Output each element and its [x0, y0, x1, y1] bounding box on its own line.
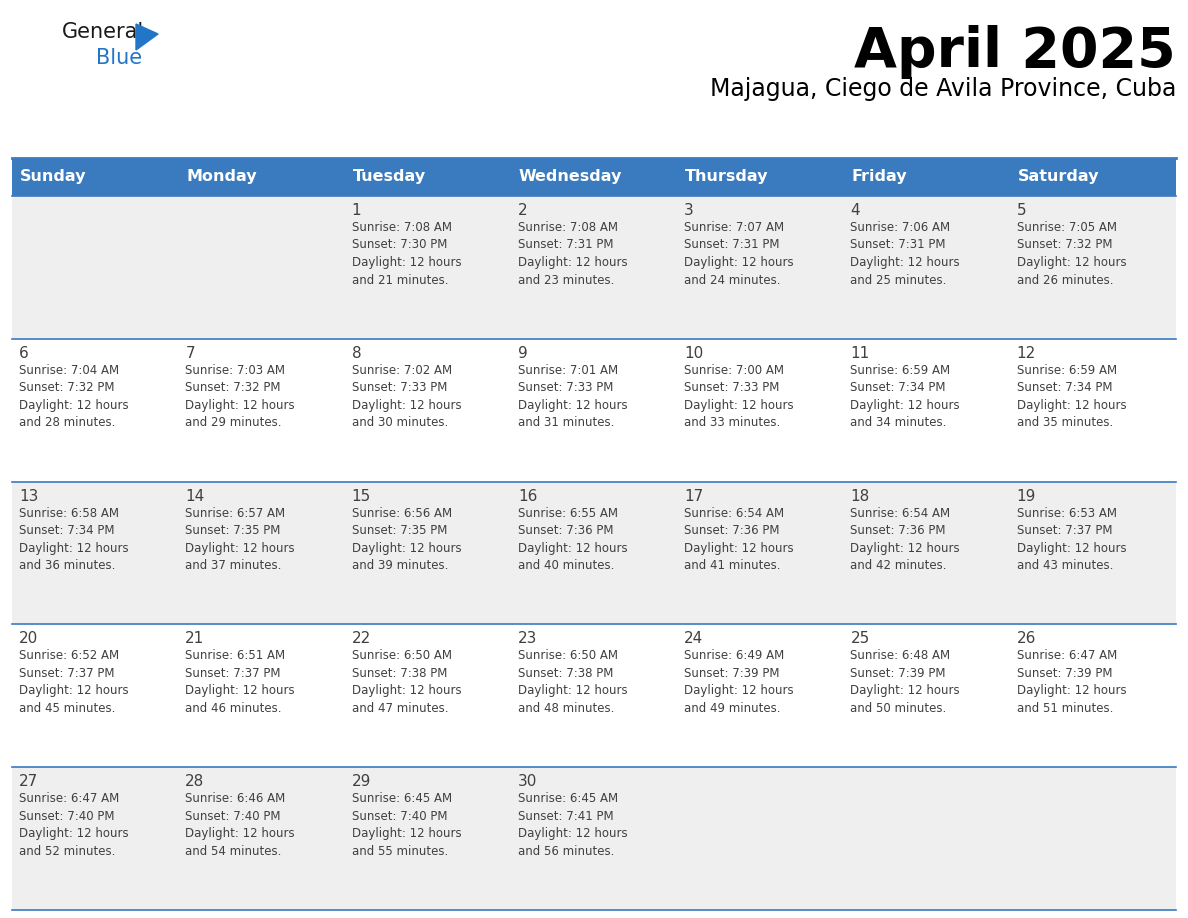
Text: Sunday: Sunday	[20, 170, 87, 185]
Bar	[12, 767, 1176, 910]
Text: Monday: Monday	[187, 170, 257, 185]
Bar	[511, 158, 677, 196]
Text: Sunrise: 6:50 AM
Sunset: 7:38 PM
Daylight: 12 hours
and 47 minutes.: Sunrise: 6:50 AM Sunset: 7:38 PM Dayligh…	[352, 649, 461, 715]
Text: Sunrise: 6:55 AM
Sunset: 7:36 PM
Daylight: 12 hours
and 40 minutes.: Sunrise: 6:55 AM Sunset: 7:36 PM Dayligh…	[518, 507, 627, 572]
Text: 24: 24	[684, 632, 703, 646]
Text: 15: 15	[352, 488, 371, 504]
Text: Sunrise: 7:03 AM
Sunset: 7:32 PM
Daylight: 12 hours
and 29 minutes.: Sunrise: 7:03 AM Sunset: 7:32 PM Dayligh…	[185, 364, 295, 430]
Text: 5: 5	[1017, 203, 1026, 218]
Text: Sunrise: 6:57 AM
Sunset: 7:35 PM
Daylight: 12 hours
and 37 minutes.: Sunrise: 6:57 AM Sunset: 7:35 PM Dayligh…	[185, 507, 295, 572]
Text: 16: 16	[518, 488, 537, 504]
Text: Wednesday: Wednesday	[519, 170, 623, 185]
Text: 10: 10	[684, 346, 703, 361]
Text: Sunrise: 7:04 AM
Sunset: 7:32 PM
Daylight: 12 hours
and 28 minutes.: Sunrise: 7:04 AM Sunset: 7:32 PM Dayligh…	[19, 364, 128, 430]
Bar	[12, 196, 1176, 339]
Bar	[1010, 158, 1176, 196]
Text: Sunrise: 6:58 AM
Sunset: 7:34 PM
Daylight: 12 hours
and 36 minutes.: Sunrise: 6:58 AM Sunset: 7:34 PM Dayligh…	[19, 507, 128, 572]
Text: 1: 1	[352, 203, 361, 218]
Text: Sunrise: 7:01 AM
Sunset: 7:33 PM
Daylight: 12 hours
and 31 minutes.: Sunrise: 7:01 AM Sunset: 7:33 PM Dayligh…	[518, 364, 627, 430]
Text: Sunrise: 6:59 AM
Sunset: 7:34 PM
Daylight: 12 hours
and 35 minutes.: Sunrise: 6:59 AM Sunset: 7:34 PM Dayligh…	[1017, 364, 1126, 430]
Text: Sunrise: 7:08 AM
Sunset: 7:31 PM
Daylight: 12 hours
and 23 minutes.: Sunrise: 7:08 AM Sunset: 7:31 PM Dayligh…	[518, 221, 627, 286]
Text: April 2025: April 2025	[854, 25, 1176, 79]
Text: 28: 28	[185, 774, 204, 789]
Text: 2: 2	[518, 203, 527, 218]
Text: 7: 7	[185, 346, 195, 361]
Bar	[843, 158, 1010, 196]
Text: Sunrise: 6:46 AM
Sunset: 7:40 PM
Daylight: 12 hours
and 54 minutes.: Sunrise: 6:46 AM Sunset: 7:40 PM Dayligh…	[185, 792, 295, 857]
Text: 11: 11	[851, 346, 870, 361]
Text: Saturday: Saturday	[1018, 170, 1099, 185]
Text: 29: 29	[352, 774, 371, 789]
Text: Majagua, Ciego de Avila Province, Cuba: Majagua, Ciego de Avila Province, Cuba	[709, 77, 1176, 101]
Text: 4: 4	[851, 203, 860, 218]
Text: Sunrise: 6:48 AM
Sunset: 7:39 PM
Daylight: 12 hours
and 50 minutes.: Sunrise: 6:48 AM Sunset: 7:39 PM Dayligh…	[851, 649, 960, 715]
Text: 14: 14	[185, 488, 204, 504]
Text: 12: 12	[1017, 346, 1036, 361]
Text: 26: 26	[1017, 632, 1036, 646]
Text: 18: 18	[851, 488, 870, 504]
Text: Sunrise: 7:07 AM
Sunset: 7:31 PM
Daylight: 12 hours
and 24 minutes.: Sunrise: 7:07 AM Sunset: 7:31 PM Dayligh…	[684, 221, 794, 286]
Text: Sunrise: 6:47 AM
Sunset: 7:40 PM
Daylight: 12 hours
and 52 minutes.: Sunrise: 6:47 AM Sunset: 7:40 PM Dayligh…	[19, 792, 128, 857]
Bar	[12, 158, 178, 196]
Text: Sunrise: 6:51 AM
Sunset: 7:37 PM
Daylight: 12 hours
and 46 minutes.: Sunrise: 6:51 AM Sunset: 7:37 PM Dayligh…	[185, 649, 295, 715]
Text: Sunrise: 7:02 AM
Sunset: 7:33 PM
Daylight: 12 hours
and 30 minutes.: Sunrise: 7:02 AM Sunset: 7:33 PM Dayligh…	[352, 364, 461, 430]
Bar	[345, 158, 511, 196]
Bar	[677, 158, 843, 196]
Text: Sunrise: 6:54 AM
Sunset: 7:36 PM
Daylight: 12 hours
and 42 minutes.: Sunrise: 6:54 AM Sunset: 7:36 PM Dayligh…	[851, 507, 960, 572]
Text: Sunrise: 7:08 AM
Sunset: 7:30 PM
Daylight: 12 hours
and 21 minutes.: Sunrise: 7:08 AM Sunset: 7:30 PM Dayligh…	[352, 221, 461, 286]
Text: 23: 23	[518, 632, 537, 646]
Bar	[12, 482, 1176, 624]
Text: Sunrise: 6:47 AM
Sunset: 7:39 PM
Daylight: 12 hours
and 51 minutes.: Sunrise: 6:47 AM Sunset: 7:39 PM Dayligh…	[1017, 649, 1126, 715]
Bar	[12, 624, 1176, 767]
Text: 3: 3	[684, 203, 694, 218]
Text: Blue: Blue	[96, 48, 143, 68]
Text: Friday: Friday	[852, 170, 908, 185]
Text: Sunrise: 6:49 AM
Sunset: 7:39 PM
Daylight: 12 hours
and 49 minutes.: Sunrise: 6:49 AM Sunset: 7:39 PM Dayligh…	[684, 649, 794, 715]
Text: 21: 21	[185, 632, 204, 646]
Text: Sunrise: 6:54 AM
Sunset: 7:36 PM
Daylight: 12 hours
and 41 minutes.: Sunrise: 6:54 AM Sunset: 7:36 PM Dayligh…	[684, 507, 794, 572]
Text: Sunrise: 6:50 AM
Sunset: 7:38 PM
Daylight: 12 hours
and 48 minutes.: Sunrise: 6:50 AM Sunset: 7:38 PM Dayligh…	[518, 649, 627, 715]
Text: Sunrise: 7:05 AM
Sunset: 7:32 PM
Daylight: 12 hours
and 26 minutes.: Sunrise: 7:05 AM Sunset: 7:32 PM Dayligh…	[1017, 221, 1126, 286]
Text: 9: 9	[518, 346, 527, 361]
Text: 6: 6	[19, 346, 29, 361]
Bar	[178, 158, 345, 196]
Text: 19: 19	[1017, 488, 1036, 504]
Text: Sunrise: 6:45 AM
Sunset: 7:41 PM
Daylight: 12 hours
and 56 minutes.: Sunrise: 6:45 AM Sunset: 7:41 PM Dayligh…	[518, 792, 627, 857]
Text: Sunrise: 7:00 AM
Sunset: 7:33 PM
Daylight: 12 hours
and 33 minutes.: Sunrise: 7:00 AM Sunset: 7:33 PM Dayligh…	[684, 364, 794, 430]
Text: 25: 25	[851, 632, 870, 646]
Polygon shape	[135, 24, 158, 50]
Text: 20: 20	[19, 632, 38, 646]
Text: 27: 27	[19, 774, 38, 789]
Text: 13: 13	[19, 488, 38, 504]
Text: Sunrise: 6:53 AM
Sunset: 7:37 PM
Daylight: 12 hours
and 43 minutes.: Sunrise: 6:53 AM Sunset: 7:37 PM Dayligh…	[1017, 507, 1126, 572]
Text: Sunrise: 6:45 AM
Sunset: 7:40 PM
Daylight: 12 hours
and 55 minutes.: Sunrise: 6:45 AM Sunset: 7:40 PM Dayligh…	[352, 792, 461, 857]
Text: Thursday: Thursday	[685, 170, 769, 185]
Text: Tuesday: Tuesday	[353, 170, 425, 185]
Text: General: General	[62, 22, 144, 42]
Text: Sunrise: 6:52 AM
Sunset: 7:37 PM
Daylight: 12 hours
and 45 minutes.: Sunrise: 6:52 AM Sunset: 7:37 PM Dayligh…	[19, 649, 128, 715]
Bar	[12, 339, 1176, 482]
Text: Sunrise: 6:56 AM
Sunset: 7:35 PM
Daylight: 12 hours
and 39 minutes.: Sunrise: 6:56 AM Sunset: 7:35 PM Dayligh…	[352, 507, 461, 572]
Text: Sunrise: 7:06 AM
Sunset: 7:31 PM
Daylight: 12 hours
and 25 minutes.: Sunrise: 7:06 AM Sunset: 7:31 PM Dayligh…	[851, 221, 960, 286]
Text: 8: 8	[352, 346, 361, 361]
Text: 17: 17	[684, 488, 703, 504]
Text: Sunrise: 6:59 AM
Sunset: 7:34 PM
Daylight: 12 hours
and 34 minutes.: Sunrise: 6:59 AM Sunset: 7:34 PM Dayligh…	[851, 364, 960, 430]
Text: 22: 22	[352, 632, 371, 646]
Text: 30: 30	[518, 774, 537, 789]
